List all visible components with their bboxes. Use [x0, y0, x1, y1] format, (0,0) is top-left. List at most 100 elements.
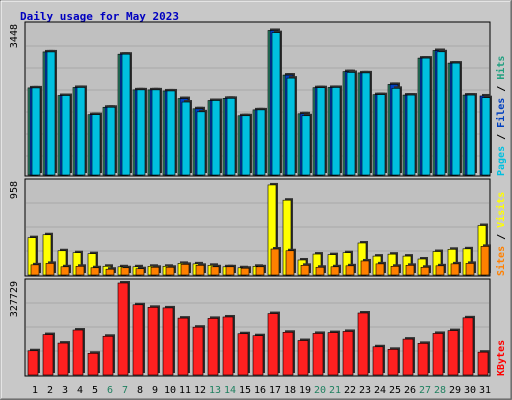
day-label-24: 24	[374, 385, 386, 396]
day-label-29: 29	[449, 385, 461, 396]
bar-sites-22	[345, 265, 355, 276]
chart-title: Daily usage for May 2023	[20, 10, 179, 23]
bar-sites-8	[135, 268, 145, 276]
bar-kbytes-8	[132, 304, 144, 376]
bar-kbytes-27	[417, 343, 429, 376]
bar-sites-18	[285, 250, 295, 276]
bar-kbytes-15	[237, 333, 249, 376]
legend-item-hits: Hits	[495, 56, 507, 80]
bar-kbytes-12	[192, 326, 204, 376]
bar-sites-28	[435, 265, 445, 276]
bar-pages-13	[211, 100, 221, 176]
bar-pages-15	[241, 115, 251, 176]
bar-pages-9	[151, 89, 161, 176]
bar-pages-24	[376, 94, 386, 176]
bar-pages-20	[316, 87, 326, 176]
bar-kbytes-29	[447, 330, 459, 376]
bar-sites-15	[240, 267, 250, 276]
bar-pages-31	[481, 97, 491, 176]
legend-mid: Sites / Visits	[495, 192, 507, 276]
legend-item-kbytes: KBytes	[496, 340, 507, 376]
day-label-6: 6	[107, 385, 113, 396]
bar-pages-30	[466, 94, 476, 176]
bar-sites-19	[300, 265, 310, 276]
bar-pages-22	[346, 72, 356, 176]
day-label-26: 26	[404, 385, 416, 396]
bar-sites-5	[90, 267, 100, 276]
day-label-12: 12	[194, 385, 206, 396]
bar-kbytes-17	[267, 313, 279, 376]
bar-pages-26	[406, 94, 416, 176]
bar-kbytes-9	[147, 307, 159, 376]
bar-sites-14	[225, 266, 235, 276]
max-label-bot: 327729	[9, 281, 20, 317]
day-label-15: 15	[239, 385, 251, 396]
legend-item-pages: Pages	[496, 146, 507, 176]
bar-pages-16	[256, 109, 266, 176]
bar-kbytes-11	[177, 317, 189, 376]
bar-kbytes-16	[252, 335, 264, 376]
legend-separator: /	[496, 80, 507, 98]
bar-sites-30	[465, 263, 475, 276]
bar-pages-25	[391, 88, 401, 176]
bar-sites-21	[330, 266, 340, 276]
bar-sites-27	[420, 266, 430, 276]
bar-sites-24	[375, 263, 385, 276]
bar-sites-31	[480, 246, 490, 276]
day-label-9: 9	[152, 385, 158, 396]
bar-sites-12	[195, 265, 205, 276]
day-label-10: 10	[164, 385, 176, 396]
legend-item-visits: Visits	[495, 192, 507, 228]
bar-pages-21	[331, 87, 341, 176]
day-label-5: 5	[92, 385, 98, 396]
bar-pages-11	[181, 101, 191, 176]
bar-kbytes-13	[207, 318, 219, 376]
bar-pages-10	[166, 90, 176, 176]
day-label-25: 25	[389, 385, 401, 396]
day-label-19: 19	[299, 385, 311, 396]
bar-kbytes-2	[42, 334, 54, 376]
bar-kbytes-7	[117, 282, 129, 376]
day-label-16: 16	[254, 385, 266, 396]
bar-kbytes-31	[477, 351, 489, 376]
bar-kbytes-18	[282, 331, 294, 376]
bar-kbytes-30	[462, 317, 474, 376]
bar-pages-28	[436, 51, 446, 176]
day-label-14: 14	[224, 385, 236, 396]
bar-kbytes-10	[162, 307, 174, 376]
bar-kbytes-14	[222, 316, 234, 376]
bar-kbytes-1	[27, 350, 39, 376]
legend-item-sites: Sites	[495, 246, 507, 276]
day-label-2: 2	[47, 385, 53, 396]
bar-kbytes-25	[387, 349, 399, 376]
bar-sites-16	[255, 266, 265, 276]
day-label-20: 20	[314, 385, 326, 396]
legend-separator: /	[496, 128, 507, 146]
legend-bot: KBytes	[496, 340, 507, 376]
day-label-17: 17	[269, 385, 281, 396]
bar-sites-9	[150, 266, 160, 276]
bar-sites-2	[45, 263, 55, 276]
bar-sites-25	[390, 265, 400, 276]
bar-pages-18	[286, 77, 296, 176]
day-label-30: 30	[464, 385, 476, 396]
bar-kbytes-28	[432, 333, 444, 376]
max-label-top: 3448	[9, 24, 20, 48]
day-label-28: 28	[434, 385, 446, 396]
day-label-22: 22	[344, 385, 356, 396]
bar-pages-23	[361, 72, 371, 176]
bar-pages-19	[301, 115, 311, 176]
bar-sites-13	[210, 266, 220, 276]
legend-item-files: Files	[495, 98, 507, 128]
bar-pages-5	[91, 114, 101, 176]
legend-top: Pages / Files / Hits	[495, 56, 507, 176]
day-label-21: 21	[329, 385, 341, 396]
max-label-mid: 958	[9, 181, 20, 199]
bar-pages-2	[46, 51, 56, 176]
bar-kbytes-20	[312, 333, 324, 376]
bar-pages-7	[121, 53, 131, 176]
bar-sites-11	[180, 264, 190, 276]
day-label-8: 8	[137, 385, 143, 396]
day-label-27: 27	[419, 385, 431, 396]
